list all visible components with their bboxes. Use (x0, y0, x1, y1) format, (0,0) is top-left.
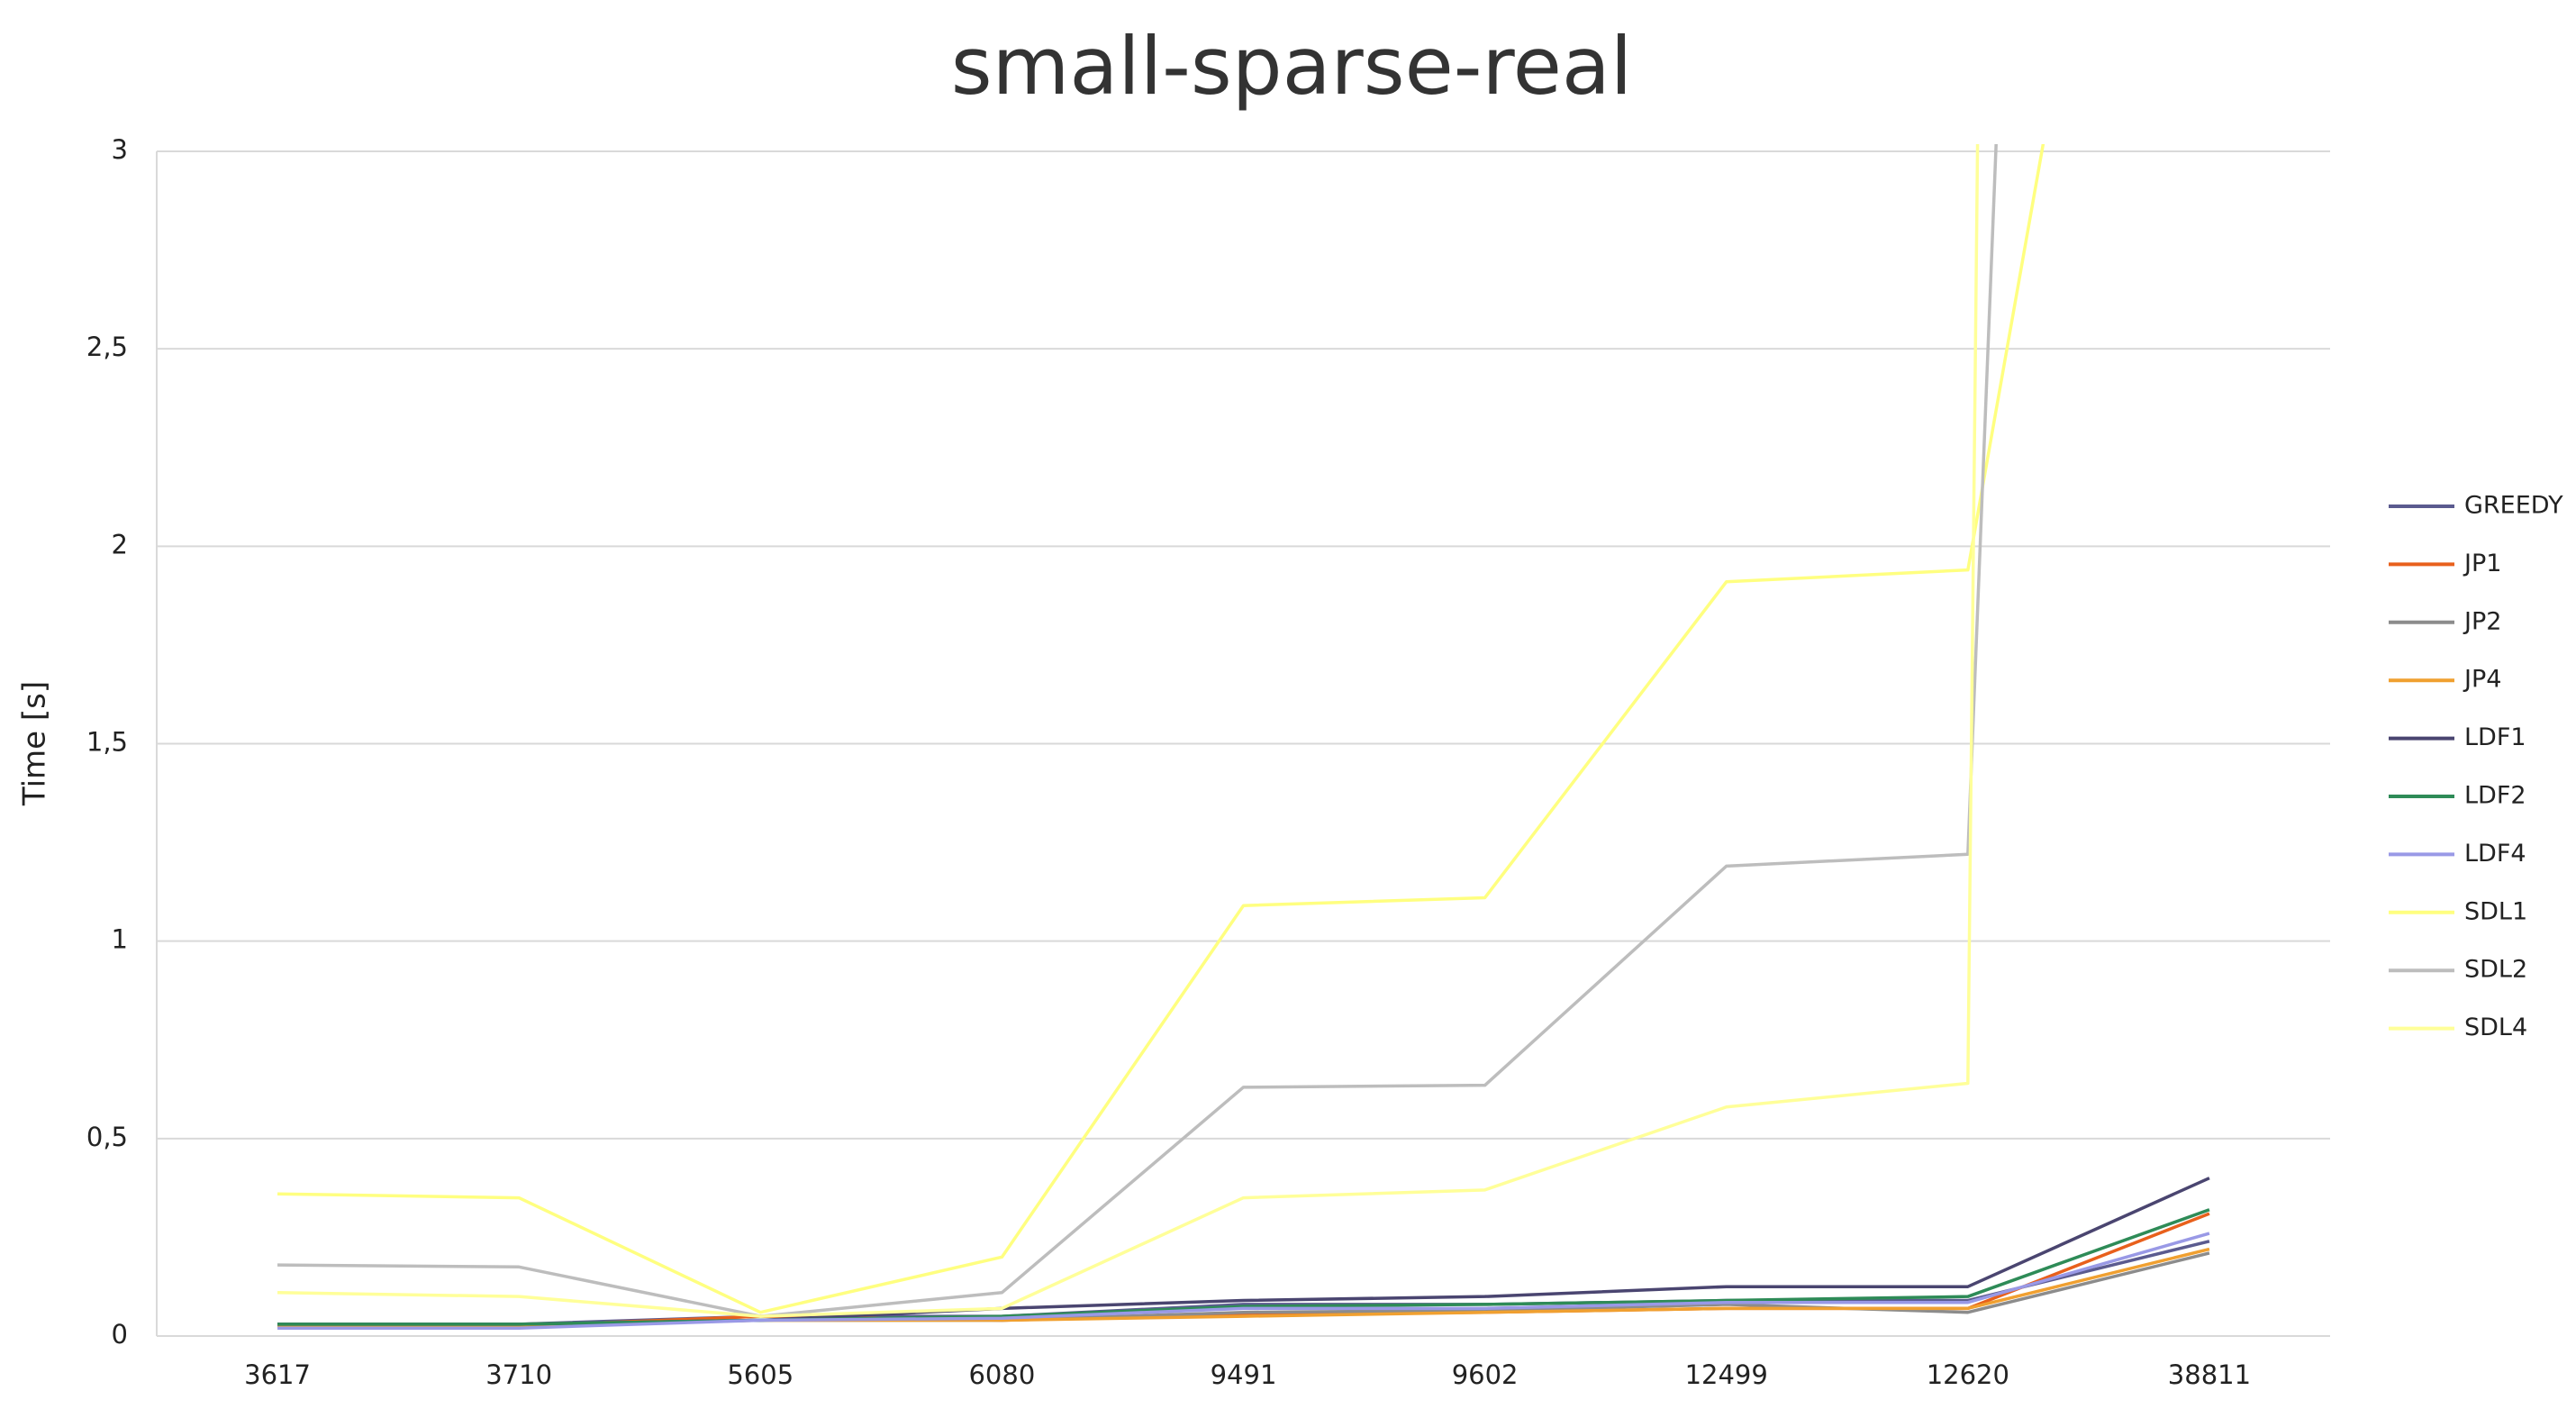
x-tick-label: 3710 (485, 1359, 552, 1390)
x-tick-label: 9602 (1452, 1359, 1519, 1390)
x-tick-label: 5605 (727, 1359, 794, 1390)
legend-label: SDL1 (2464, 897, 2527, 925)
plot-area (277, 144, 2210, 1330)
series-line (277, 144, 2045, 1314)
series-line (277, 1232, 2210, 1330)
x-tick-label: 38811 (2168, 1359, 2251, 1390)
x-tick-label: 9491 (1211, 1359, 1277, 1390)
series-line (277, 144, 1980, 1318)
y-tick-label: 2 (112, 529, 128, 559)
legend-label: LDF2 (2464, 782, 2526, 810)
y-tick-label: 0 (112, 1319, 128, 1350)
series-line (277, 1208, 2210, 1326)
legend-label: JP4 (2463, 666, 2501, 694)
legend-label: LDF1 (2464, 723, 2526, 751)
legend-label: GREEDY (2464, 492, 2563, 520)
x-tick-label: 12499 (1685, 1359, 1768, 1390)
x-tick-label: 12620 (1927, 1359, 2009, 1390)
y-axis-label: Time [s] (17, 681, 53, 806)
series-line (277, 1251, 2210, 1326)
x-tick-label: 6080 (968, 1359, 1035, 1390)
series-line (277, 144, 1998, 1318)
legend-label: JP1 (2463, 550, 2501, 577)
legend-label: SDL4 (2464, 1014, 2527, 1041)
chart-title: small-sparse-real (951, 20, 1632, 113)
y-tick-label: 2,5 (86, 332, 128, 362)
y-tick-label: 0,5 (86, 1122, 128, 1152)
legend-label: JP2 (2463, 607, 2501, 635)
legend-label: LDF4 (2464, 840, 2526, 868)
y-tick-label: 1,5 (86, 727, 128, 758)
y-tick-label: 1 (112, 924, 128, 955)
x-tick-label: 3617 (244, 1359, 311, 1390)
legend-label: SDL2 (2464, 956, 2527, 984)
y-tick-label: 3 (112, 134, 128, 165)
